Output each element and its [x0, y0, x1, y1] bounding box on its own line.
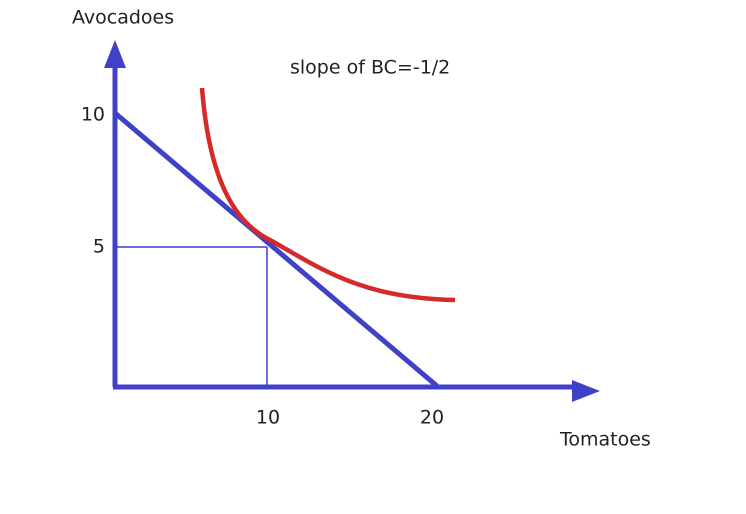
x-tick-label: 20 — [420, 407, 444, 429]
indifference-curve — [199, 87, 456, 303]
budget-line — [113, 111, 439, 388]
x-axis-label: Tomatoes — [559, 429, 651, 451]
y-axis-arrow — [104, 40, 126, 68]
x-axis-arrow — [572, 380, 600, 402]
y-tick-label: 10 — [81, 104, 105, 126]
x-tick-label: 10 — [256, 407, 280, 429]
y-tick-label: 5 — [93, 236, 105, 258]
y-axis-label: Avocadoes — [72, 7, 174, 29]
annotation: slope of BC=-1/2 — [290, 57, 450, 79]
